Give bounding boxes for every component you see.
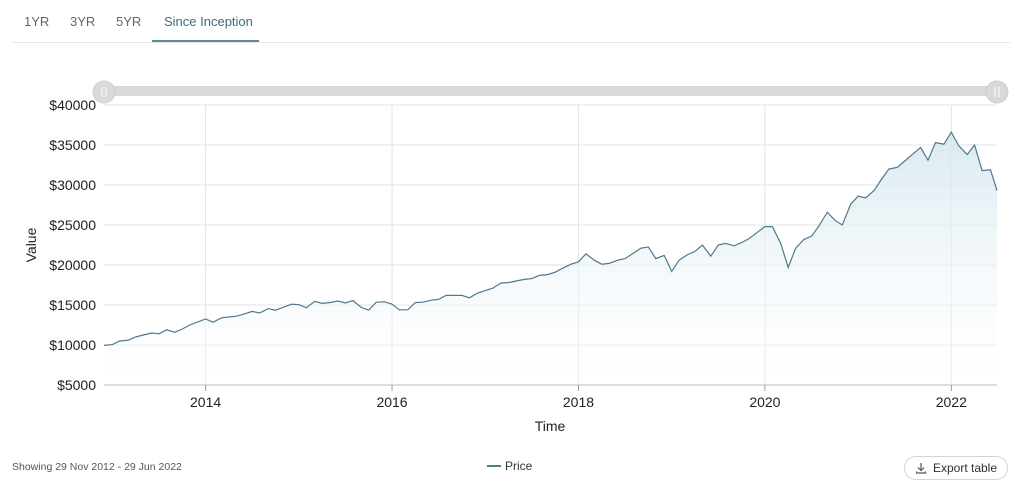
x-tick-label: 2018	[563, 394, 594, 410]
x-axis-label: Time	[535, 418, 566, 434]
x-tick-label: 2016	[376, 394, 407, 410]
range-slider-track[interactable]	[104, 86, 998, 96]
price-line	[103, 131, 998, 346]
legend-label-price: Price	[505, 459, 533, 473]
export-table-label: Export table	[932, 461, 998, 475]
export-table-button[interactable]: Export table	[904, 456, 1008, 480]
tab-5yr[interactable]: 5YR	[116, 14, 142, 29]
y-tick-label: $5000	[57, 377, 96, 393]
y-tick-label: $20000	[49, 257, 96, 273]
download-icon	[915, 463, 927, 474]
y-axis-label: Value	[23, 227, 39, 262]
price-chart: $5000 $10000 $15000 $20000 $25000 $30000 $3500…	[23, 80, 1009, 434]
y-tick-label: $15000	[49, 297, 96, 313]
period-tabs: 1YR 3YR 5YR Since Inception	[12, 0, 1010, 43]
y-tick-label: $25000	[49, 217, 96, 233]
x-tick-label: 2020	[749, 394, 780, 410]
range-slider-right-handle[interactable]	[985, 80, 1009, 104]
y-tick-label: $40000	[49, 97, 96, 113]
x-tick-label: 2022	[936, 394, 967, 410]
range-slider-left-handle[interactable]	[92, 80, 116, 104]
y-tick-label: $30000	[49, 177, 96, 193]
legend-swatch	[487, 465, 501, 467]
date-range-text: Showing 29 Nov 2012 - 29 Jun 2022	[12, 461, 182, 473]
active-tab-indicator	[152, 40, 259, 42]
y-tick-label: $35000	[49, 137, 96, 153]
price-area	[104, 132, 997, 385]
chart-axes: $5000 $10000 $15000 $20000 $25000 $30000 $3500…	[49, 97, 997, 410]
x-tick-label: 2014	[190, 394, 221, 410]
tab-3yr[interactable]: 3YR	[70, 14, 96, 29]
tab-1yr[interactable]: 1YR	[24, 14, 50, 29]
y-tick-label: $10000	[49, 337, 96, 353]
tab-since-inception[interactable]: Since Inception	[164, 14, 253, 29]
chart-legend[interactable]: Price	[487, 459, 532, 473]
